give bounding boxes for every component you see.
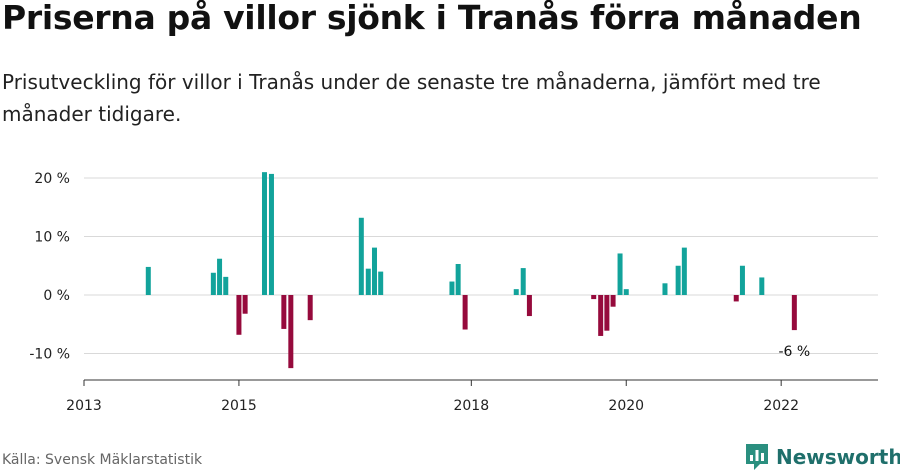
bar (520, 268, 526, 295)
bar (513, 289, 519, 295)
bar (610, 295, 616, 307)
bar (145, 266, 151, 295)
brand-logo: Newsworthy (744, 442, 900, 472)
bar (358, 217, 364, 295)
brand-name: Newsworthy (776, 445, 900, 469)
y-tick-label: 10 % (34, 230, 70, 246)
bar (526, 295, 532, 317)
chart-title: Priserna på villor sjönk i Tranås förra … (2, 0, 862, 37)
y-tick-label: -10 % (29, 347, 70, 363)
bar (236, 295, 242, 335)
bar (365, 268, 371, 295)
bar (623, 289, 629, 295)
bar (268, 173, 274, 295)
x-tick-label: 2015 (221, 398, 257, 414)
bar (210, 272, 216, 295)
bar (288, 295, 294, 369)
newsworthy-logo-icon (746, 444, 768, 470)
bar (261, 172, 267, 295)
bar (681, 247, 687, 295)
bar (739, 265, 745, 295)
bar (307, 295, 313, 321)
x-tick-label: 2013 (66, 398, 102, 414)
bar (662, 283, 668, 295)
bar (281, 295, 287, 329)
bar (598, 295, 604, 336)
bar (378, 271, 384, 295)
x-tick-label: 2022 (763, 398, 799, 414)
y-tick-label: 20 % (34, 171, 70, 187)
bar (462, 295, 468, 330)
bar (371, 247, 377, 295)
bar (217, 258, 223, 295)
x-tick-label: 2020 (608, 398, 644, 414)
y-tick-label: 0 % (43, 288, 70, 304)
bar (759, 277, 765, 295)
bar (449, 281, 455, 295)
bar (617, 253, 623, 295)
bar (733, 295, 739, 302)
bar (791, 295, 797, 331)
bar (675, 265, 681, 295)
chart-subtitle: Prisutveckling för villor i Tranås under… (2, 70, 821, 126)
bar (223, 276, 229, 295)
x-tick-label: 2018 (453, 398, 489, 414)
bar (591, 295, 597, 300)
bar (242, 295, 248, 314)
bar (604, 295, 610, 331)
source-note: Källa: Svensk Mäklarstatistik (2, 452, 203, 468)
bar (455, 263, 461, 295)
data-label: -6 % (778, 344, 810, 360)
